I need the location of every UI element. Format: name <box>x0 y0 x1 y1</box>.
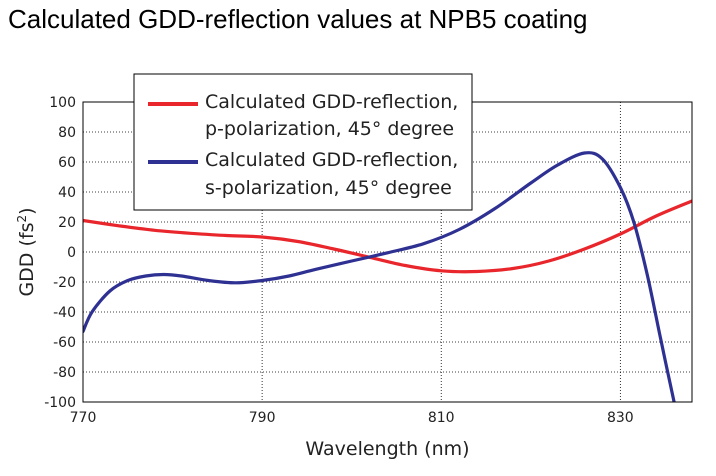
legend-label-p-line1: Calculated GDD-reflection, <box>205 91 458 113</box>
y-tick-label: -60 <box>53 335 76 351</box>
y-tick-label: -40 <box>53 305 76 321</box>
y-tick-label: 100 <box>49 95 76 111</box>
legend-label-p-line2: p-polarization, 45° degree <box>205 118 454 140</box>
series-line-s-polarization <box>83 151 676 402</box>
y-tick-label: 20 <box>58 215 76 231</box>
x-tick-label: 810 <box>428 410 455 426</box>
legend-label-s-line2: s-polarization, 45° degree <box>205 177 452 199</box>
series-line-p-polarization <box>83 199 692 274</box>
y-tick-label: -100 <box>44 395 76 411</box>
y-tick-label: -20 <box>53 275 76 291</box>
y-axis-label-main: GDD (fs <box>16 223 38 297</box>
y-axis-label-sup: 2 <box>15 215 29 223</box>
y-tick-label: 40 <box>58 185 76 201</box>
y-tick-label: 60 <box>58 155 76 171</box>
series-lines <box>83 151 692 402</box>
x-tick-label: 770 <box>70 410 97 426</box>
y-tick-label: 80 <box>58 125 76 141</box>
legend: Calculated GDD-reflection, p-polarizatio… <box>133 73 473 211</box>
grid <box>83 102 692 402</box>
y-axis-label-close: ) <box>16 207 38 214</box>
y-tick-label: -80 <box>53 365 76 381</box>
y-axis-label: GDD (fs2) <box>15 207 38 296</box>
x-tick-label: 830 <box>607 410 634 426</box>
x-axis-label: Wavelength (nm) <box>305 438 469 460</box>
x-tick-label: 790 <box>249 410 276 426</box>
y-tick-label: 0 <box>67 245 76 261</box>
legend-label-s-line1: Calculated GDD-reflection, <box>205 149 458 171</box>
legend-box <box>133 73 473 211</box>
chart-title: Calculated GDD-reflection values at NPB5… <box>8 4 588 34</box>
